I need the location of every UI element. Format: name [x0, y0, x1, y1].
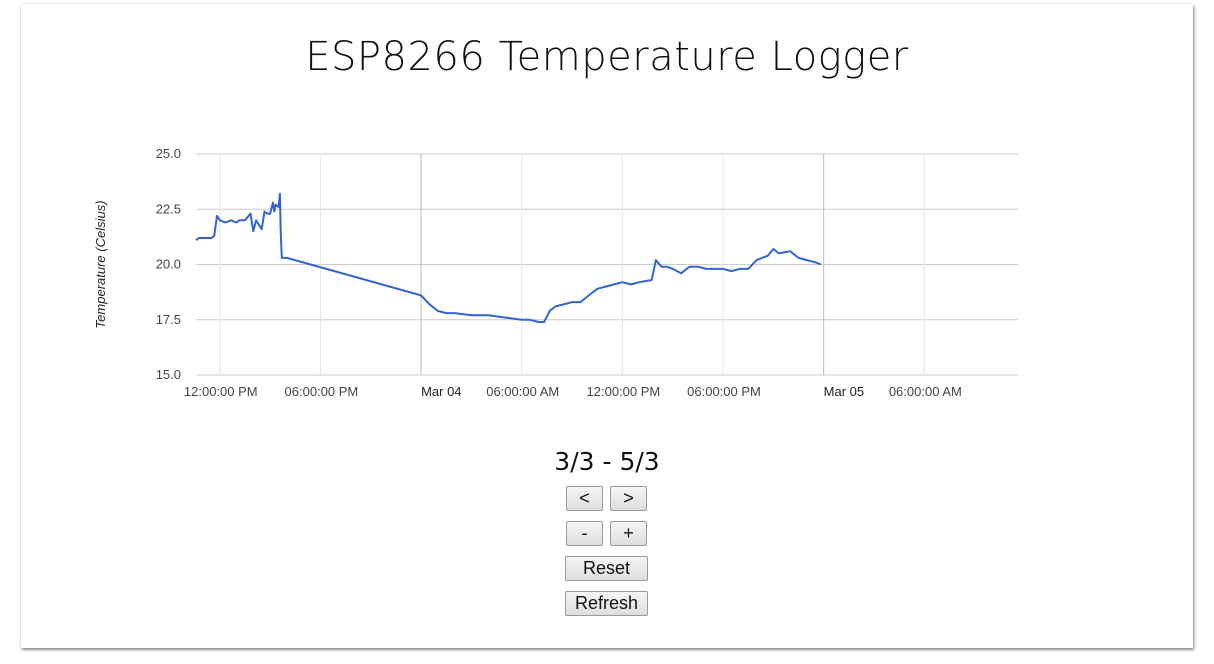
x-tick-label: 06:00:00 PM	[285, 384, 359, 399]
temperature-chart: 25.0 22.5 20.0 17.5 15.0 12:00:00 PM 06:00:00 …	[21, 4, 1193, 424]
logger-card: ESP8266 Temperature Logger 25.0 22.5 20.0 1…	[21, 4, 1193, 648]
x-tick-label: 12:00:00 PM	[184, 384, 258, 399]
y-tick-label: 25.0	[156, 146, 181, 161]
x-tick-label: 12:00:00 PM	[587, 384, 661, 399]
date-range-label: 3/3 - 5/3	[554, 447, 660, 476]
x-tick-label: 06:00:00 PM	[687, 384, 761, 399]
reset-button[interactable]: Reset	[565, 556, 648, 581]
x-tick-label: Mar 05	[824, 384, 864, 399]
x-tick-label: 06:00:00 AM	[889, 384, 962, 399]
zoom-out-button[interactable]: -	[566, 521, 603, 546]
next-button[interactable]: >	[610, 486, 647, 511]
chart-svg: 25.022.520.017.515.012:00:00 PM 06:00:00 …	[93, 146, 1018, 399]
y-tick-label: 15.0	[156, 367, 181, 382]
temperature-series-line	[195, 192, 822, 323]
x-tick-label: Mar 04	[421, 384, 461, 399]
page-title: ESP8266 Temperature Logger	[305, 34, 909, 80]
zoom-in-button[interactable]: +	[610, 521, 647, 546]
y-tick-label: 17.5	[156, 312, 181, 327]
previous-button[interactable]: <	[566, 486, 603, 511]
y-axis-title: Temperature (Celsius)	[93, 200, 108, 328]
y-tick-label: 20.0	[156, 257, 181, 272]
y-tick-label: 22.5	[156, 201, 181, 216]
refresh-button[interactable]: Refresh	[565, 591, 648, 616]
x-tick-label: 06:00:00 AM	[486, 384, 559, 399]
